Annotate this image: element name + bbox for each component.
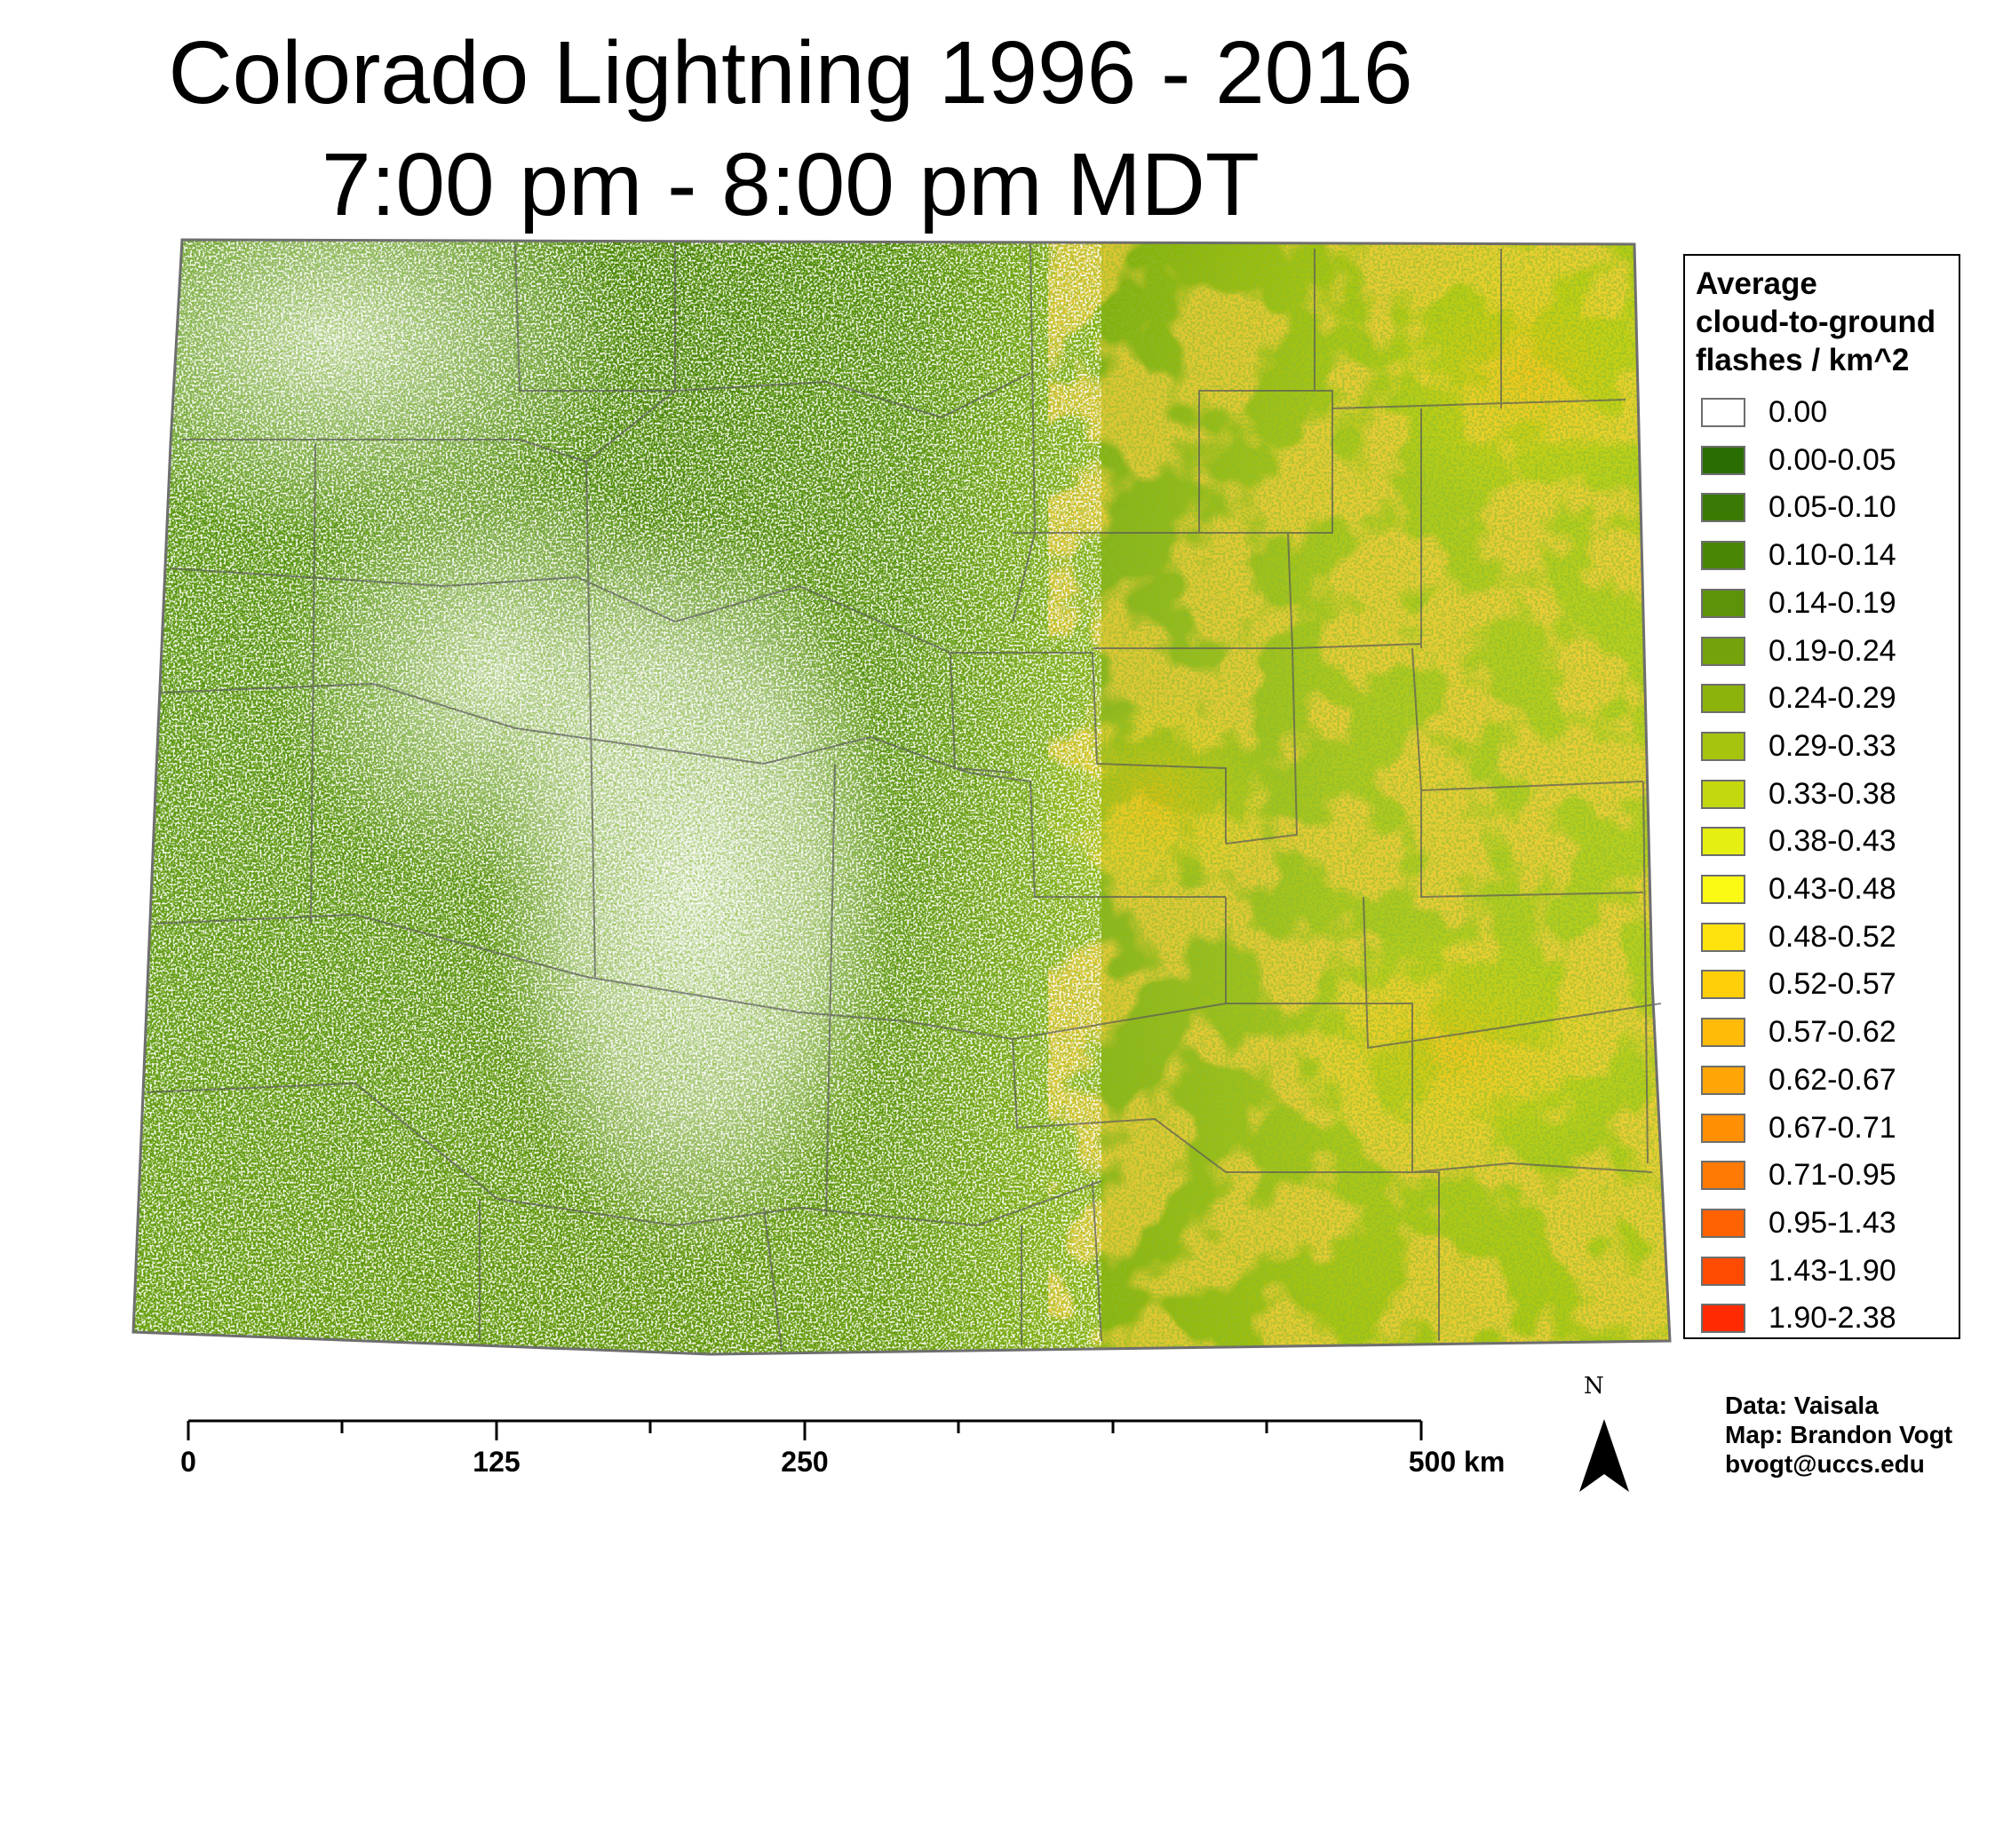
legend-item: 0.05-0.10	[1701, 490, 1950, 528]
map-title-line-1: Colorado Lightning 1996 - 2016	[168, 23, 1413, 123]
legend-item: 0.10-0.14	[1701, 538, 1950, 576]
legend-label: 0.67-0.71	[1769, 1110, 1896, 1145]
legend-swatch	[1701, 541, 1745, 571]
state-outline	[131, 238, 1672, 1356]
scale-label-0: 0	[180, 1446, 196, 1478]
legend-label: 0.05-0.10	[1769, 490, 1896, 525]
legend-label: 0.14-0.19	[1769, 585, 1896, 620]
legend-item: 0.71-0.95	[1701, 1158, 1950, 1196]
legend-label: 0.48-0.52	[1769, 919, 1896, 954]
legend-item: 0.19-0.24	[1701, 634, 1950, 672]
legend-label: 0.43-0.48	[1769, 872, 1896, 906]
legend-item: 0.38-0.43	[1701, 824, 1950, 862]
legend-title: Average cloud-to-ground flashes / km^2	[1696, 265, 1935, 379]
scale-label-500-km: 500 km	[1408, 1446, 1506, 1478]
legend-item: 0.00-0.05	[1701, 443, 1950, 481]
legend-swatch	[1701, 636, 1745, 666]
north-letter: N	[1584, 1373, 1604, 1400]
legend-item: 0.95-1.43	[1701, 1206, 1950, 1244]
density-raster	[133, 240, 1670, 1354]
legend-item: 0.62-0.67	[1701, 1063, 1950, 1101]
legend-swatch	[1701, 1208, 1745, 1238]
legend-swatch	[1701, 922, 1745, 952]
credit-data-source: Data: Vaisala	[1725, 1392, 1879, 1419]
legend-label: 0.24-0.29	[1769, 681, 1896, 716]
legend-swatch	[1701, 1065, 1745, 1095]
credits-block: Data: Vaisala Map: Brandon Vogt bvogt@uc…	[1725, 1391, 1952, 1479]
legend-swatch	[1701, 493, 1745, 523]
legend-swatch	[1701, 1018, 1745, 1048]
legend-swatch	[1701, 398, 1745, 427]
legend-label: 0.62-0.67	[1769, 1062, 1896, 1097]
legend-label: 0.52-0.57	[1769, 967, 1896, 1002]
scale-label-125: 125	[473, 1446, 521, 1478]
credit-map-author: Map: Brandon Vogt	[1725, 1421, 1953, 1448]
legend-item: 0.00	[1701, 395, 1950, 433]
credit-email: bvogt@uccs.edu	[1725, 1450, 1925, 1478]
legend-label: 1.90-2.38	[1769, 1301, 1896, 1336]
legend-title-line: flashes / km^2	[1696, 343, 1910, 377]
legend-swatch	[1701, 1161, 1745, 1191]
legend-label: 1.43-1.90	[1769, 1253, 1896, 1288]
scale-bar	[187, 1419, 1423, 1440]
county-boundaries	[146, 243, 1662, 1351]
legend-swatch	[1701, 1304, 1745, 1334]
legend-swatch	[1701, 588, 1745, 618]
legend-item: 0.67-0.71	[1701, 1111, 1950, 1149]
legend-swatch	[1701, 875, 1745, 904]
scale-label-250: 250	[781, 1446, 829, 1478]
legend-label: 0.19-0.24	[1769, 633, 1896, 668]
legend: Average cloud-to-ground flashes / km^2 0…	[1683, 254, 1960, 1339]
legend-item: 0.57-0.62	[1701, 1015, 1950, 1053]
legend-label: 0.38-0.43	[1769, 824, 1896, 859]
legend-swatch	[1701, 779, 1745, 809]
legend-item: 1.43-1.90	[1701, 1254, 1950, 1292]
map-title-line-2: 7:00 pm - 8:00 pm MDT	[322, 135, 1260, 234]
legend-item: 0.52-0.57	[1701, 967, 1950, 1005]
legend-item: 0.24-0.29	[1701, 681, 1950, 719]
legend-item: 1.90-2.38	[1701, 1301, 1950, 1339]
legend-item: 0.14-0.19	[1701, 586, 1950, 624]
legend-label: 0.33-0.38	[1769, 776, 1896, 811]
legend-item: 0.43-0.48	[1701, 872, 1950, 910]
legend-swatch	[1701, 1113, 1745, 1143]
legend-label: 0.00-0.05	[1769, 442, 1896, 477]
legend-label: 0.71-0.95	[1769, 1158, 1896, 1193]
legend-swatch	[1701, 445, 1745, 475]
legend-label: 0.95-1.43	[1769, 1205, 1896, 1240]
legend-item: 0.48-0.52	[1701, 920, 1950, 958]
legend-label: 0.57-0.62	[1769, 1015, 1896, 1050]
legend-title-line: Average	[1696, 266, 1817, 301]
north-arrow-icon	[1579, 1419, 1629, 1492]
legend-swatch	[1701, 731, 1745, 761]
legend-swatch	[1701, 827, 1745, 857]
legend-item: 0.29-0.33	[1701, 729, 1950, 767]
legend-label: 0.10-0.14	[1769, 538, 1896, 573]
legend-swatch	[1701, 1256, 1745, 1286]
legend-swatch	[1701, 970, 1745, 1000]
legend-swatch	[1701, 684, 1745, 714]
legend-item: 0.33-0.38	[1701, 777, 1950, 815]
legend-label: 0.29-0.33	[1769, 728, 1896, 763]
legend-title-line: cloud-to-ground	[1696, 305, 1936, 339]
legend-label: 0.00	[1769, 395, 1828, 429]
